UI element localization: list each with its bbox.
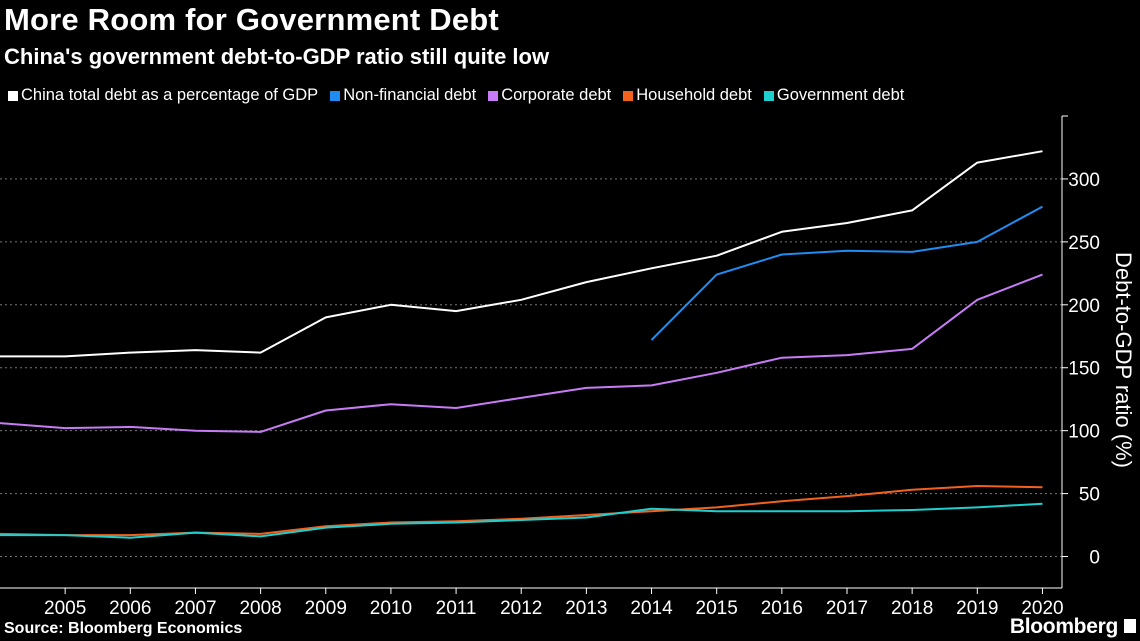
legend-item: Government debt [763,86,905,105]
y-tick-label: 50 [1079,485,1100,506]
y-tick-label: 200 [1068,296,1100,317]
legend-label: Household debt [636,86,752,104]
brand-logo: Bloomberg [1009,615,1118,638]
x-tick-label: 2018 [891,598,933,619]
y-tick-label: 100 [1068,422,1100,443]
legend: China total debt as a percentage of GDP N… [8,86,904,105]
x-tick-label: 2010 [370,598,412,619]
legend-item: Corporate debt [488,86,611,105]
source-note: Source: Bloomberg Economics [4,620,243,637]
x-tick-label: 2008 [239,598,281,619]
series-line-4 [0,502,1043,539]
x-tick-label: 2017 [826,598,868,619]
legend-swatch [8,90,18,101]
x-tick-label: 2012 [500,598,542,619]
series-line-0 [0,150,1043,358]
chart-title: More Room for Government Debt [4,2,499,37]
legend-swatch [488,90,499,101]
y-tick-label: 250 [1068,233,1100,254]
legend-label: China total debt as a percentage of GDP [21,86,319,104]
y-axis-label: Debt-to-GDP ratio (%) [1111,252,1136,468]
x-tick-label: 2009 [305,598,347,619]
x-tick-label: 2014 [630,598,673,619]
legend-swatch [330,90,341,101]
chart-subtitle: China's government debt-to-GDP ratio sti… [4,44,550,69]
series-line-1 [650,205,1043,341]
brand-mark-icon [1124,619,1136,633]
legend-item: China total debt as a percentage of GDP [8,86,318,105]
y-tick-label: 0 [1089,548,1100,569]
series-line-2 [0,273,1043,433]
legend-item: Household debt [623,86,752,105]
x-tick-label: 2019 [956,598,998,619]
y-tick-label: 300 [1068,170,1100,191]
legend-swatch [623,90,634,101]
legend-item: Non-financial debt [330,86,476,105]
x-tick-label: 2007 [174,598,216,619]
x-tick-label: 2020 [1021,598,1063,619]
x-tick-label: 2006 [109,598,151,619]
legend-label: Non-financial debt [343,86,477,104]
x-tick-label: 2015 [696,598,738,619]
x-tick-label: 2013 [565,598,607,619]
legend-label: Government debt [776,86,905,104]
legend-swatch [763,90,774,101]
x-tick-label: 2011 [436,598,477,619]
y-tick-label: 150 [1068,359,1100,380]
legend-label: Corporate debt [501,86,612,104]
x-tick-label: 2005 [44,598,86,619]
x-tick-label: 2016 [761,598,803,619]
